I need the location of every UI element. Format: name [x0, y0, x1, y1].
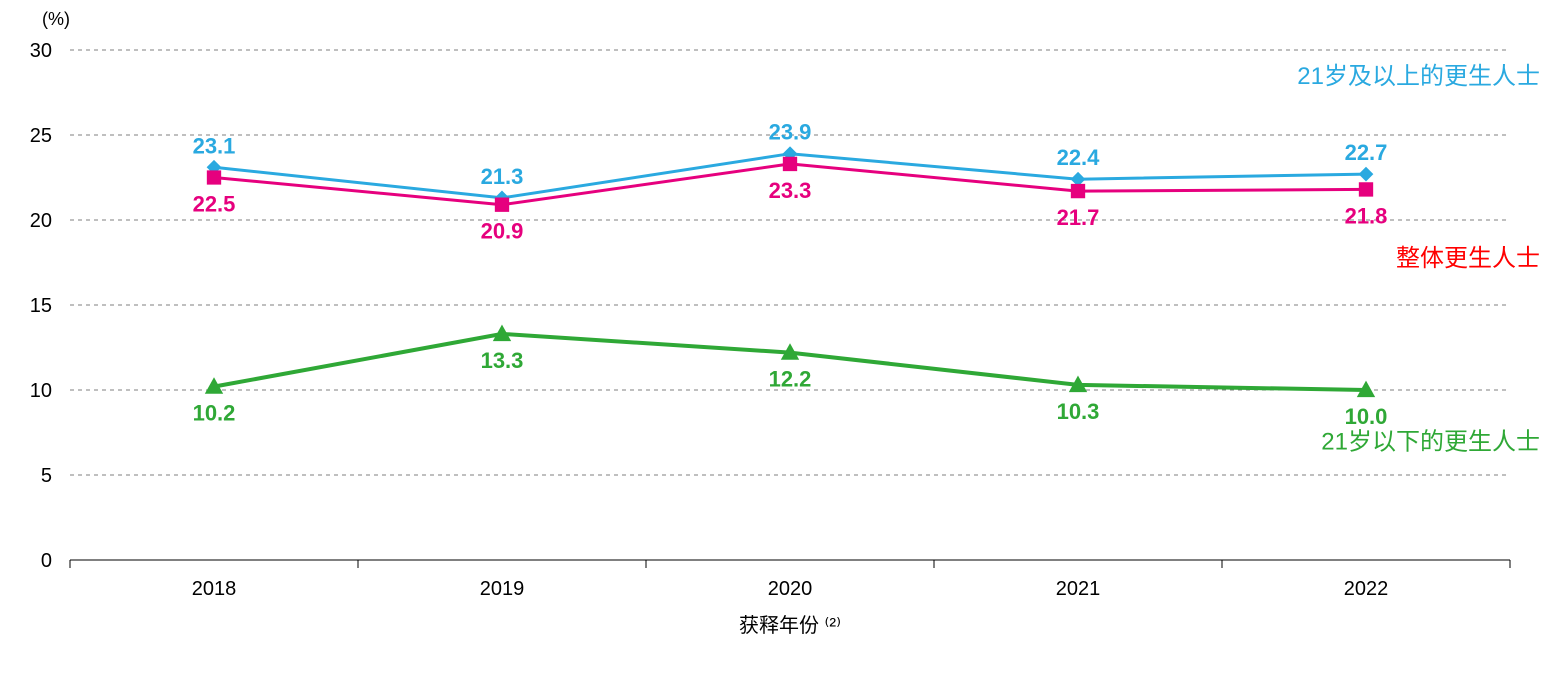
- data-label-overall: 22.5: [193, 192, 236, 217]
- chart-svg: 0 5 10 15 20 25 30 (%) 2018 2019 2020 2021 2022 获释年份 …: [0, 0, 1549, 682]
- data-label-overall: 20.9: [481, 219, 524, 244]
- data-label-over21: 21.3: [481, 164, 524, 189]
- y-tick-label: 25: [30, 125, 52, 147]
- series-marker-overall: [207, 171, 220, 184]
- y-tick-label: 0: [41, 550, 52, 572]
- series-label-over21: 21岁及以上的更生人士: [1297, 63, 1540, 90]
- x-tick-label: 2019: [480, 578, 525, 600]
- series-marker-overall: [1071, 184, 1084, 197]
- data-label-overall: 21.8: [1345, 203, 1388, 228]
- x-tick-label: 2018: [192, 578, 237, 600]
- data-label-over21: 23.1: [193, 133, 236, 158]
- series-marker-overall: [495, 198, 508, 211]
- y-axis-unit: (%): [42, 9, 70, 29]
- series-label-overall: 整体更生人士: [1396, 245, 1540, 272]
- data-label-overall: 21.7: [1057, 205, 1100, 230]
- x-axis-title: 获释年份 ⁽²⁾: [739, 614, 841, 637]
- y-tick-label: 10: [30, 380, 52, 402]
- data-label-under21: 10.0: [1345, 404, 1388, 429]
- data-label-under21: 10.3: [1057, 399, 1100, 424]
- y-tick-label: 15: [30, 295, 52, 317]
- data-label-under21: 13.3: [481, 348, 524, 373]
- series-marker-overall: [783, 157, 796, 170]
- line-chart: 0 5 10 15 20 25 30 (%) 2018 2019 2020 2021 2022 获释年份 …: [0, 0, 1549, 682]
- series-marker-overall: [1359, 183, 1372, 196]
- data-label-over21: 22.7: [1345, 140, 1388, 165]
- data-label-over21: 22.4: [1057, 145, 1101, 170]
- x-tick-label: 2021: [1056, 578, 1101, 600]
- series-label-under21: 21岁以下的更生人士: [1321, 429, 1540, 456]
- y-tick-label: 20: [30, 210, 52, 232]
- data-label-over21: 23.9: [769, 120, 812, 145]
- x-tick-label: 2020: [768, 578, 813, 600]
- x-tick-label: 2022: [1344, 578, 1389, 600]
- data-label-overall: 23.3: [769, 178, 812, 203]
- data-label-under21: 12.2: [769, 367, 812, 392]
- data-label-under21: 10.2: [193, 401, 236, 426]
- y-tick-label: 30: [30, 40, 52, 62]
- y-tick-label: 5: [41, 465, 52, 487]
